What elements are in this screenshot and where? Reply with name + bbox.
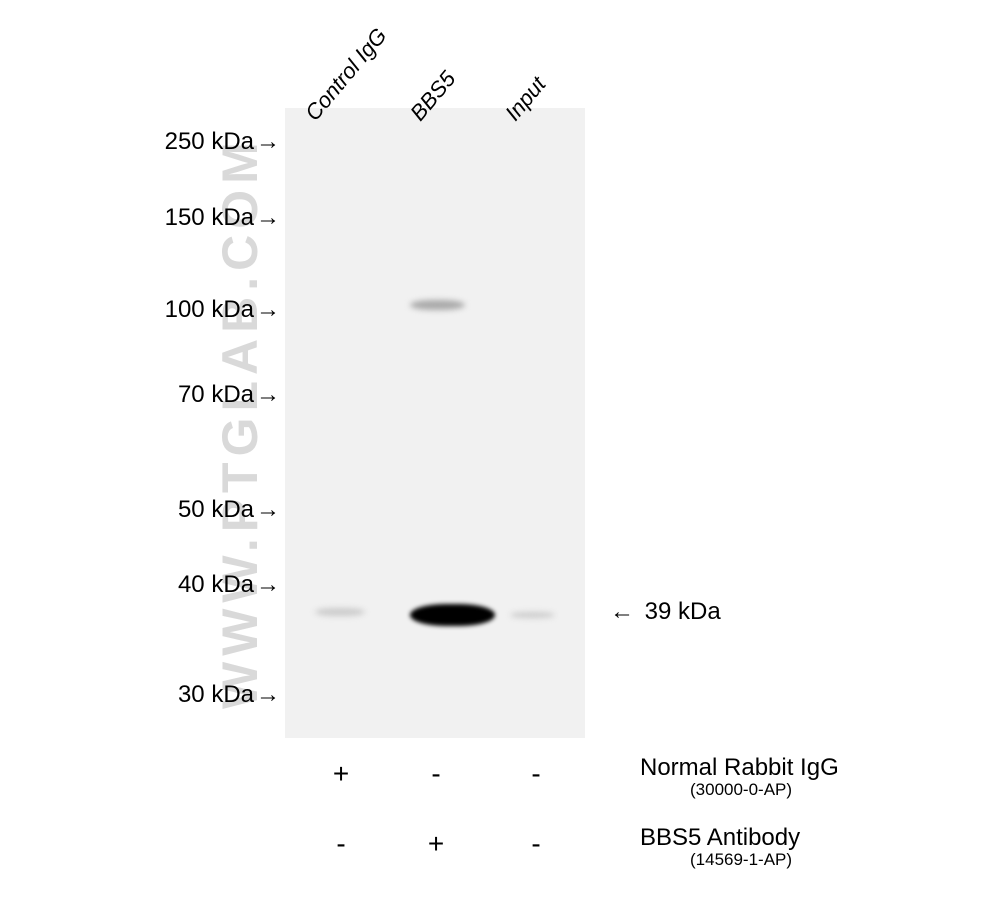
condition-sublabel: (30000-0-AP) bbox=[690, 780, 792, 800]
blot-band bbox=[510, 612, 555, 618]
target-band-pointer: ← 39 kDa bbox=[610, 598, 721, 626]
blot-band bbox=[315, 608, 365, 616]
mw-ladder-label: 100 kDa→ bbox=[165, 296, 280, 324]
watermark-text: WWW.PTGLAB.COM bbox=[211, 169, 269, 709]
condition-sign: - bbox=[516, 828, 556, 860]
condition-sign: - bbox=[321, 828, 361, 860]
figure-container: { "blot": { "left": 285, "top": 108, "wi… bbox=[0, 0, 1000, 903]
left-arrow-icon: ← bbox=[610, 598, 634, 625]
condition-label: Normal Rabbit IgG bbox=[640, 754, 839, 782]
mw-ladder-label: 70 kDa→ bbox=[178, 381, 280, 409]
condition-label: BBS5 Antibody bbox=[640, 824, 800, 852]
blot-band bbox=[410, 604, 495, 626]
condition-sublabel: (14569-1-AP) bbox=[690, 850, 792, 870]
condition-sign: + bbox=[416, 828, 456, 860]
condition-sign: - bbox=[416, 758, 456, 790]
mw-ladder-label: 50 kDa→ bbox=[178, 496, 280, 524]
mw-ladder-label: 40 kDa→ bbox=[178, 571, 280, 599]
mw-ladder-label: 30 kDa→ bbox=[178, 681, 280, 709]
mw-ladder-label: 150 kDa→ bbox=[165, 204, 280, 232]
blot-band bbox=[410, 300, 465, 310]
mw-ladder-label: 250 kDa→ bbox=[165, 128, 280, 156]
blot-membrane bbox=[285, 108, 585, 738]
condition-sign: - bbox=[516, 758, 556, 790]
target-band-label: 39 kDa bbox=[645, 598, 721, 625]
condition-sign: + bbox=[321, 758, 361, 790]
